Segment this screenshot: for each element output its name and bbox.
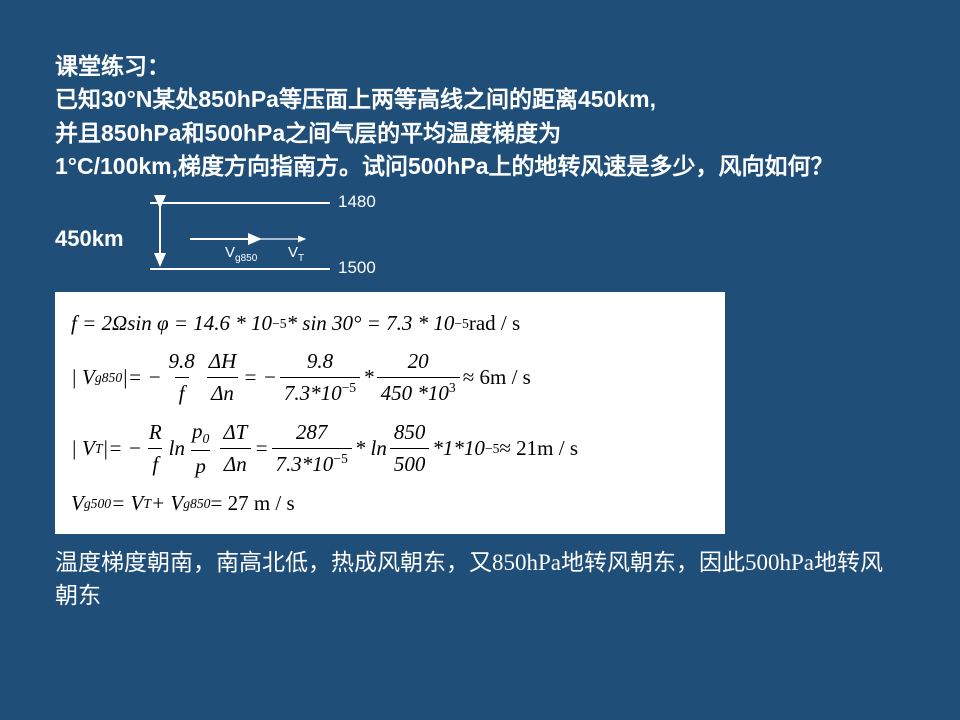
vg850-f4n: 20	[404, 346, 433, 378]
f-exp2: −5	[454, 314, 469, 334]
vt-f4de: −5	[333, 451, 348, 466]
vt-star: * ln	[355, 433, 387, 465]
distance-label: 450km	[55, 226, 124, 252]
vg850-f3da: 7.3*10	[284, 381, 342, 405]
vg850-f3de: −5	[342, 380, 357, 395]
problem-line3: 1°C/100km,梯度方向指南方。试问500hPa上的地转风速是多少，风向如何…	[55, 150, 905, 183]
vg850-star: *	[363, 362, 374, 394]
vt-f4da: 7.3*10	[276, 452, 334, 476]
vt-label: VT	[288, 244, 304, 264]
problem-line2: 并且850hPa和500hPa之间气层的平均温度梯度为	[55, 117, 905, 150]
vt-f2ns: 0	[203, 431, 210, 446]
vt-lhs: | V	[71, 433, 95, 465]
vg500-eq: = V	[111, 488, 143, 520]
formula-vg850: | Vg850 |= − 9.8f ΔHΔn = − 9.87.3*10−5 *…	[71, 346, 709, 410]
problem-line1: 已知30°N某处850hPa等压面上两等高线之间的距离450km,	[55, 83, 905, 116]
vg850-f2d: Δn	[207, 377, 238, 410]
top-contour-text: 1480	[338, 192, 376, 211]
vg500-result: = 27 m / s	[210, 488, 294, 520]
formula-box: f = 2Ωsin φ = 14.6 * 10−5 * sin 30° = 7.…	[55, 292, 725, 533]
vt-sub: T	[95, 439, 103, 459]
vt-f2n: p	[192, 419, 203, 443]
vt-eq: =	[254, 433, 268, 465]
problem-title: 课堂练习：	[55, 50, 905, 83]
diagram-area: 450km 1480 1500 Vg850 VT	[55, 191, 905, 286]
vg850-f2n: ΔH	[205, 346, 241, 378]
vg850-lhs: | V	[71, 362, 95, 394]
vg850-lhs2: |= −	[122, 362, 161, 394]
bottom-contour-text: 1500	[338, 258, 376, 277]
vt-taila: *1*10	[432, 433, 485, 465]
vg500-tsub: T	[143, 494, 151, 514]
vt-lhs2: |= −	[102, 433, 141, 465]
formula-vg500: Vg500 = VT + Vg850 = 27 m / s	[71, 488, 709, 520]
vg500-lhs: V	[71, 488, 84, 520]
conclusion-text: 温度梯度朝南，南高北低，热成风朝东，又850hPa地转风朝东，因此500hPa地…	[55, 546, 905, 613]
f-suffix: rad / s	[469, 308, 520, 340]
vg850-sub: g850	[95, 368, 122, 388]
vt-taile: −5	[485, 439, 500, 459]
vt-f5n: 850	[390, 417, 430, 449]
formula-f: f = 2Ωsin φ = 14.6 * 10−5 * sin 30° = 7.…	[71, 308, 709, 340]
f-mid: * sin 30° = 7.3 * 10	[287, 308, 455, 340]
vg500-sub: g500	[84, 494, 111, 514]
f-prefix: f = 2Ωsin φ = 14.6 * 10	[71, 308, 272, 340]
vt-f1d: f	[148, 448, 162, 481]
vt-f4n: 287	[292, 417, 332, 449]
vg500-gsub: g850	[183, 494, 210, 514]
vg850-label: Vg850	[225, 244, 258, 264]
contour-diagram: 1480 1500 Vg850 VT	[130, 191, 390, 286]
vg850-f4da: 450 *10	[381, 381, 449, 405]
vt-ln: ln	[169, 433, 185, 465]
vg850-f4de: 3	[449, 380, 456, 395]
vt-f5d: 500	[390, 448, 430, 481]
vt-approx: ≈ 21m / s	[499, 433, 578, 465]
vg850-f1d: f	[175, 377, 189, 410]
problem-block: 课堂练习： 已知30°N某处850hPa等压面上两等高线之间的距离450km, …	[55, 50, 905, 183]
vt-f3d: Δn	[220, 448, 251, 481]
f-exp1: −5	[272, 314, 287, 334]
vg850-f1n: 9.8	[165, 346, 199, 378]
vg850-f3n: 9.8	[303, 346, 337, 378]
vt-f3n: ΔT	[219, 417, 251, 449]
vt-f1n: R	[145, 417, 166, 449]
formula-vt: | VT |= − Rf ln p0p ΔTΔn = 2877.3*10−5 *…	[71, 416, 709, 482]
vg850-approx: ≈ 6m / s	[463, 362, 531, 394]
vg850-eq: = −	[243, 362, 277, 394]
vg500-plus: + V	[151, 488, 183, 520]
diagram-svg: 1480 1500 Vg850 VT	[130, 191, 390, 281]
vt-f2d: p	[191, 450, 210, 483]
